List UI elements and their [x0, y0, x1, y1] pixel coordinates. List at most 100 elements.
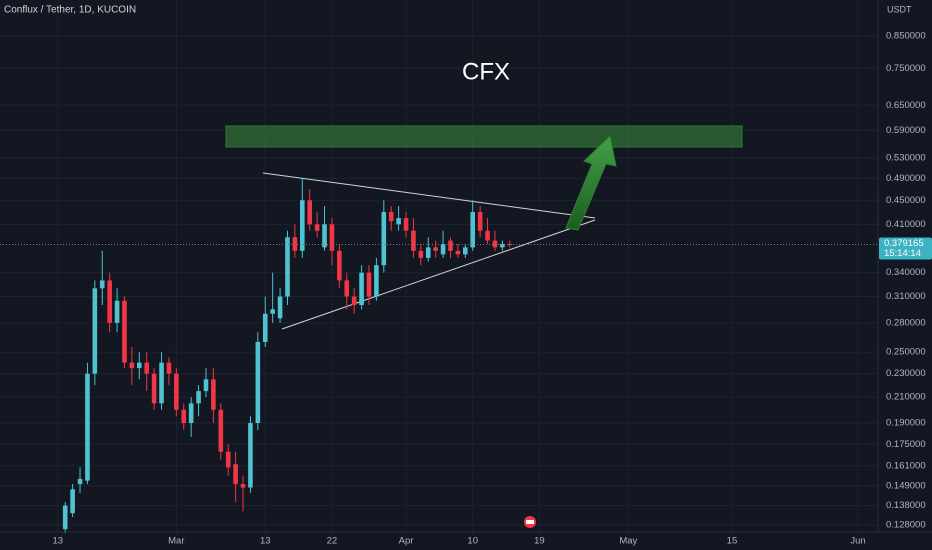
chart-title: Conflux / Tether, 1D, KUCOIN — [4, 5, 136, 16]
candle-body — [262, 313, 268, 342]
y-tick-label: 0.149000 — [886, 480, 926, 491]
candle-body — [159, 362, 164, 404]
y-tick-label: 0.250000 — [886, 347, 926, 358]
candle-body — [203, 379, 209, 392]
candle-body — [351, 296, 357, 306]
candle-body — [322, 224, 327, 248]
y-tick-label: 0.490000 — [886, 173, 926, 184]
candle-body — [300, 200, 305, 251]
candle-body — [166, 362, 172, 374]
candle-body — [396, 218, 401, 225]
candle-body — [122, 300, 127, 363]
candle-body — [85, 373, 90, 481]
candle-body — [411, 230, 416, 251]
candle-body — [418, 250, 424, 258]
x-tick-label: May — [619, 536, 637, 547]
candle-body — [277, 296, 283, 319]
candle-body — [240, 484, 246, 488]
grid-layer — [0, 0, 878, 532]
candle-body — [188, 403, 194, 424]
candle-body — [218, 409, 224, 452]
y-tick-label: 0.210000 — [886, 392, 926, 403]
candle-body — [448, 240, 453, 251]
y-axis-label: USDT — [887, 4, 912, 14]
candle-body — [270, 309, 275, 314]
candle-body — [107, 280, 112, 323]
triangle-upper-line — [262, 172, 596, 219]
candle-body — [388, 212, 394, 222]
triangle-lower-line — [281, 219, 596, 330]
candle-body — [225, 451, 231, 468]
y-tick-label: 0.450000 — [886, 195, 926, 206]
y-tick-label: 0.161000 — [886, 460, 926, 471]
candle-body — [366, 272, 372, 297]
candle-body — [344, 280, 350, 297]
y-tick-label: 0.138000 — [886, 500, 926, 511]
candle-body — [285, 237, 290, 297]
last-price-box — [879, 237, 932, 260]
x-tick-label: 13 — [260, 536, 271, 547]
target-zone — [225, 125, 743, 148]
candle-body — [181, 409, 187, 424]
candle-body — [403, 218, 409, 231]
y-tick-label: 0.750000 — [886, 63, 926, 74]
y-tick-label: 0.530000 — [886, 153, 926, 164]
y-tick-label: 0.650000 — [886, 100, 926, 111]
last-price-label: 0.379165 — [884, 238, 924, 249]
x-tick-label: 10 — [467, 536, 478, 547]
x-tick-label: 22 — [327, 536, 338, 547]
candle-body — [248, 423, 253, 488]
candle-body — [151, 373, 157, 404]
candle-body — [329, 224, 335, 251]
candle-body — [77, 478, 83, 485]
y-tick-label: 0.310000 — [886, 291, 926, 302]
candle-body — [463, 247, 468, 255]
candle-body — [174, 373, 179, 410]
x-tick-label: Apr — [399, 536, 414, 547]
candle-body — [70, 489, 75, 514]
y-tick-label: 0.340000 — [886, 267, 926, 278]
y-tick-label: 0.410000 — [886, 219, 926, 230]
x-tick-label: 15 — [727, 536, 738, 547]
candle-body — [359, 272, 364, 306]
breakout-arrow — [565, 135, 617, 231]
candle-body — [485, 230, 490, 241]
x-tick-label: Mar — [168, 536, 184, 547]
candle-body — [129, 362, 135, 369]
y-tick-label: 0.128000 — [886, 520, 926, 531]
candle-body — [381, 212, 387, 266]
x-tick-label: Jun — [850, 536, 865, 547]
candle-body — [62, 505, 68, 530]
candle-body — [507, 243, 513, 245]
x-tick-label: 19 — [534, 536, 545, 547]
y-tick-label: 0.280000 — [886, 317, 926, 328]
candle-body — [233, 464, 238, 485]
candle-body — [255, 341, 261, 424]
candle-body — [492, 240, 498, 248]
candle-body — [99, 280, 105, 289]
candle-body — [211, 379, 216, 410]
candle-body — [337, 250, 342, 281]
candle-body — [314, 224, 320, 231]
candle-body — [455, 250, 461, 255]
candle-body — [425, 247, 431, 258]
candle-body — [500, 243, 505, 248]
candle-body — [114, 300, 120, 323]
y-tick-label: 0.190000 — [886, 418, 926, 429]
candle-layer — [62, 178, 513, 534]
candle-body — [440, 243, 446, 255]
y-tick-label: 0.175000 — [886, 439, 926, 450]
candle-body — [374, 265, 379, 297]
event-icon — [524, 516, 536, 528]
candle-body — [307, 200, 313, 225]
y-tick-label: 0.590000 — [886, 125, 926, 136]
y-tick-label: 0.850000 — [886, 30, 926, 41]
x-tick-label: 13 — [53, 536, 64, 547]
y-tick-label: 0.230000 — [886, 368, 926, 379]
candle-body — [144, 362, 150, 374]
candle-body — [433, 247, 438, 251]
candle-body — [136, 362, 142, 369]
